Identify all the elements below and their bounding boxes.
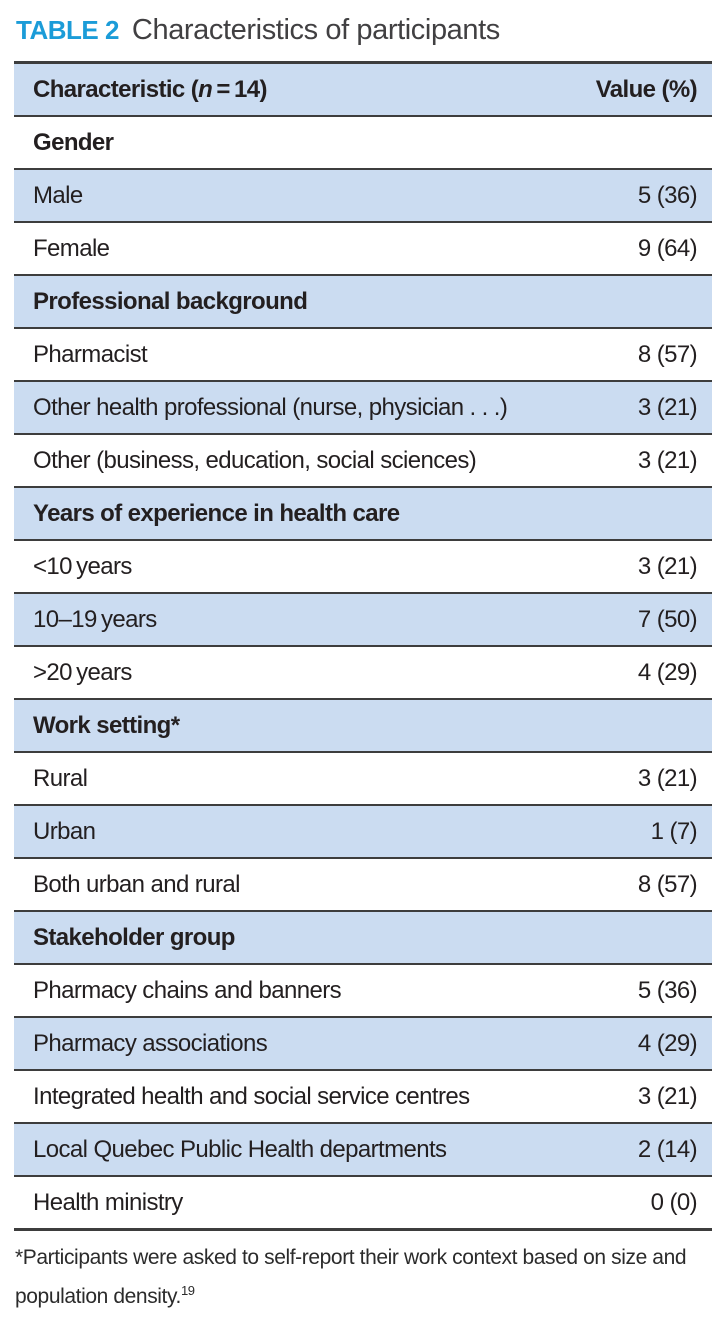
table-row: Rural 3 (21) xyxy=(14,752,712,805)
row-value: 5 (36) xyxy=(637,181,698,209)
table-title: TABLE 2 Characteristics of participants xyxy=(16,14,712,47)
row-value: 9 (64) xyxy=(637,234,698,262)
footnote-reference: 19 xyxy=(180,1283,195,1298)
row-label: Pharmacy chains and banners xyxy=(33,976,342,1004)
row-label: 10–19 years xyxy=(33,605,157,633)
row-label: >20 years xyxy=(33,658,132,686)
footnote-text: *Participants were asked to self-report … xyxy=(15,1246,687,1308)
row-label: Urban xyxy=(33,817,96,845)
table-row: Pharmacy associations 4 (29) xyxy=(14,1017,712,1070)
table-caption: Characteristics of participants xyxy=(131,14,500,46)
table-row: Other health professional (nurse, physic… xyxy=(14,381,712,434)
table-row: Other (business, education, social scien… xyxy=(14,434,712,487)
row-label: Other health professional (nurse, physic… xyxy=(33,393,508,421)
section-label: Stakeholder group xyxy=(33,923,235,951)
column-header-characteristic: Characteristic (n = 14) xyxy=(14,63,579,117)
table-row: Integrated health and social service cen… xyxy=(14,1070,712,1123)
row-label: Male xyxy=(33,181,83,209)
table-footnote: *Participants were asked to self-report … xyxy=(14,1241,719,1313)
section-label: Gender xyxy=(33,128,114,156)
row-value: 3 (21) xyxy=(637,393,698,421)
table-row: Female 9 (64) xyxy=(14,222,712,275)
table-row: Local Quebec Public Health departments 2 … xyxy=(14,1123,712,1176)
row-value: 1 (7) xyxy=(650,817,698,845)
table-row: 10–19 years 7 (50) xyxy=(14,593,712,646)
table-header-row: Characteristic (n = 14) Value (%) xyxy=(14,62,712,117)
table-row: Male 5 (36) xyxy=(14,169,712,222)
characteristics-table: Characteristic (n = 14) Value (%) Gender… xyxy=(14,61,712,1231)
row-value: 3 (21) xyxy=(637,764,698,792)
row-label: Health ministry xyxy=(33,1188,183,1216)
row-value: 5 (36) xyxy=(637,976,698,1004)
table-row: Both urban and rural 8 (57) xyxy=(14,858,712,911)
row-label: Integrated health and social service cen… xyxy=(33,1082,470,1110)
section-label: Professional background xyxy=(33,287,308,315)
row-value: 7 (50) xyxy=(637,605,698,633)
row-label: Rural xyxy=(33,764,88,792)
section-row: Work setting* xyxy=(14,699,712,752)
table-body: Gender Male 5 (36) Female 9 (64) Professional… xyxy=(14,116,712,1230)
table-row: >20 years 4 (29) xyxy=(14,646,712,699)
table-row: Urban 1 (7) xyxy=(14,805,712,858)
table-row: Pharmacist 8 (57) xyxy=(14,328,712,381)
column-header-value: Value (%) xyxy=(595,75,698,103)
section-label: Work setting* xyxy=(33,711,180,739)
section-label: Years of experience in health care xyxy=(33,499,400,527)
table-number-label: TABLE 2 xyxy=(16,15,119,45)
row-label: Other (business, education, social scien… xyxy=(33,446,477,474)
row-value: 2 (14) xyxy=(637,1135,698,1163)
section-row: Stakeholder group xyxy=(14,911,712,964)
section-row: Professional background xyxy=(14,275,712,328)
row-label: Pharmacist xyxy=(33,340,148,368)
row-label: Pharmacy associations xyxy=(33,1029,268,1057)
row-value: 3 (21) xyxy=(637,1082,698,1110)
section-row: Gender xyxy=(14,116,712,169)
header-characteristic-prefix: Characteristic ( xyxy=(33,75,199,103)
row-label: <10 years xyxy=(33,552,132,580)
header-characteristic-suffix: = 14) xyxy=(212,75,267,103)
header-n-italic: n xyxy=(198,75,213,103)
table-row: Health ministry 0 (0) xyxy=(14,1176,712,1230)
row-value: 8 (57) xyxy=(637,340,698,368)
row-value: 0 (0) xyxy=(650,1188,698,1216)
section-row: Years of experience in health care xyxy=(14,487,712,540)
table-row: Pharmacy chains and banners 5 (36) xyxy=(14,964,712,1017)
table-row: <10 years 3 (21) xyxy=(14,540,712,593)
row-value: 3 (21) xyxy=(637,552,698,580)
row-value: 3 (21) xyxy=(637,446,698,474)
row-label: Both urban and rural xyxy=(33,870,240,898)
row-label: Female xyxy=(33,234,110,262)
row-label: Local Quebec Public Health departments xyxy=(33,1135,447,1163)
row-value: 8 (57) xyxy=(637,870,698,898)
row-value: 4 (29) xyxy=(637,1029,698,1057)
row-value: 4 (29) xyxy=(637,658,698,686)
